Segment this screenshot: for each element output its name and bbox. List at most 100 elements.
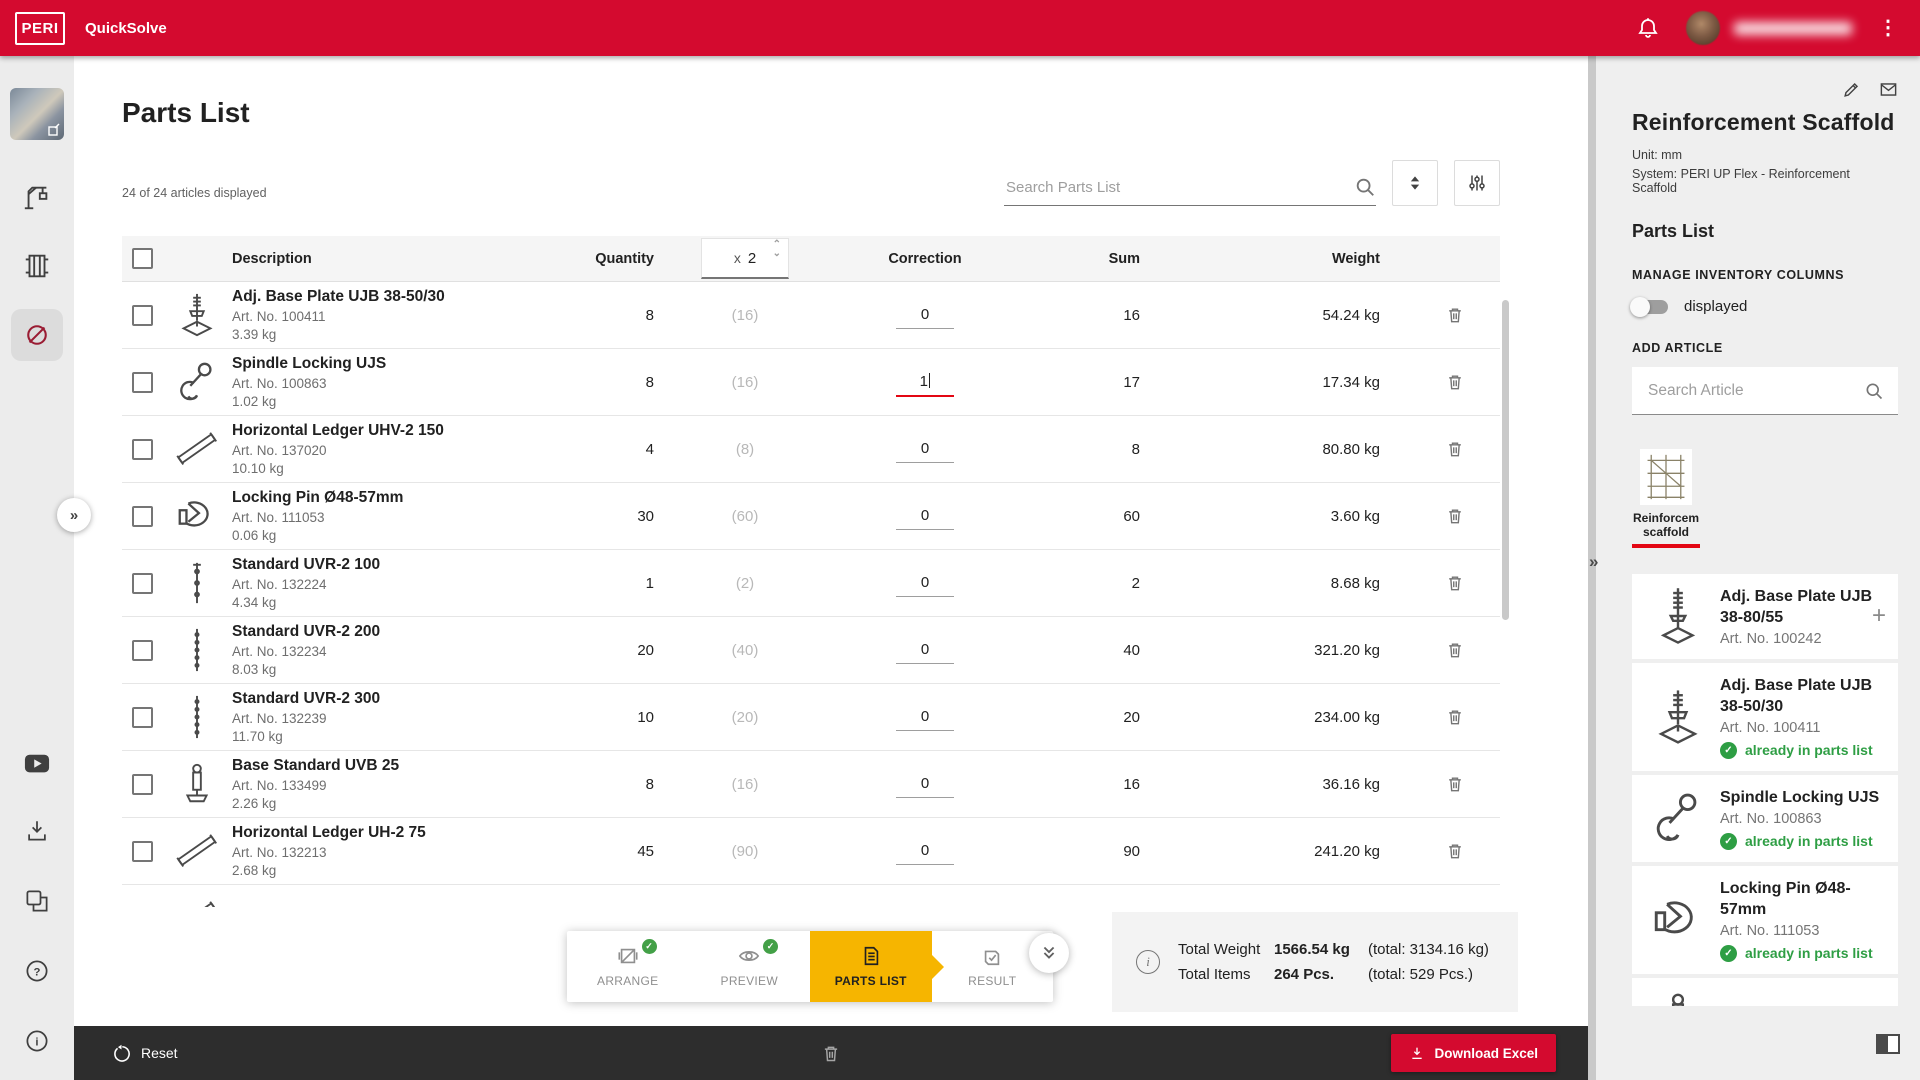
workflow-tab[interactable]: ✓ PREVIEW (689, 931, 811, 1002)
workflow-tab[interactable]: PARTS LIST (810, 931, 932, 1002)
row-checkbox[interactable] (131, 438, 153, 460)
part-image (162, 895, 232, 907)
project-thumbnail[interactable] (10, 88, 64, 140)
peri-logo[interactable]: PERI (15, 11, 65, 45)
app-header: PERI QuickSolve ⋮ (0, 0, 1920, 56)
displayed-toggle[interactable] (1630, 296, 1668, 317)
help-icon[interactable]: ? (0, 957, 74, 985)
article-card[interactable]: Locking Pin Ø48-57mm Art. No. 111053 ✓ a… (1632, 865, 1898, 974)
weight-value: 321.20 kg (1314, 641, 1380, 659)
delete-row-icon[interactable] (1410, 439, 1500, 459)
correction-input[interactable]: 0 (896, 502, 954, 530)
filter-button[interactable] (1454, 160, 1500, 206)
correction-input[interactable]: 0 (896, 569, 954, 597)
check-circle-icon: ✓ (1720, 944, 1737, 962)
correction-input[interactable]: 1 (896, 368, 954, 397)
row-checkbox[interactable] (131, 505, 153, 527)
correction-input[interactable]: 0 (896, 435, 954, 463)
envelope-icon[interactable] (1879, 80, 1898, 99)
collapse-tabs-button[interactable] (1029, 933, 1069, 973)
reset-button[interactable]: Reset (112, 1044, 178, 1063)
youtube-icon[interactable] (0, 751, 74, 777)
delete-row-icon[interactable] (1410, 305, 1500, 325)
row-checkbox[interactable] (131, 304, 153, 326)
notifications-bell-icon[interactable] (1636, 16, 1660, 40)
delete-row-icon[interactable] (1410, 640, 1500, 660)
header-actions: ⋮ (1636, 11, 1920, 45)
article-image (1636, 688, 1720, 746)
article-search-input[interactable] (1646, 380, 1864, 401)
reset-label: Reset (141, 1045, 178, 1061)
user-avatar[interactable] (1686, 11, 1720, 45)
delete-row-icon[interactable] (1410, 372, 1500, 392)
download-nav-icon[interactable] (0, 816, 74, 844)
info-icon[interactable]: i (0, 1027, 74, 1055)
scaffold-tool-selected[interactable] (11, 309, 63, 361)
correction-input[interactable]: 0 (896, 770, 954, 798)
formwork-nav-icon[interactable] (0, 251, 74, 281)
row-checkbox[interactable] (131, 773, 153, 795)
correction-input[interactable]: 0 (896, 837, 954, 865)
multiplied-quantity: (16) (731, 373, 759, 391)
panel-divider[interactable] (1588, 56, 1596, 1080)
delete-row-icon[interactable] (1410, 774, 1500, 794)
delete-row-icon[interactable] (1410, 506, 1500, 526)
delete-row-icon[interactable] (1410, 707, 1500, 727)
overflow-menu-icon[interactable]: ⋮ (1878, 17, 1898, 39)
part-unit-weight: 0.06 kg (232, 528, 277, 543)
article-card[interactable]: Top Standard UVH (1632, 977, 1898, 1006)
article-card[interactable]: Adj. Base Plate UJB 38-50/30 Art. No. 10… (1632, 662, 1898, 771)
stepper-up-icon[interactable]: ⌃ (772, 239, 781, 250)
correction-input[interactable]: 0 (896, 301, 954, 329)
search-icon[interactable] (1354, 176, 1376, 198)
article-card[interactable]: Spindle Locking UJS Art. No. 100863 ✓ al… (1632, 774, 1898, 862)
stepper-down-icon[interactable]: ⌄ (772, 248, 781, 259)
table-row: Standard UVR-2 300 Art. No. 132239 11.70… (122, 684, 1500, 751)
add-article-button[interactable]: + (1871, 602, 1886, 629)
feedback-icon[interactable] (0, 887, 74, 915)
row-checkbox[interactable] (131, 706, 153, 728)
parts-search-input[interactable] (1004, 177, 1354, 197)
col-description: Description (232, 250, 312, 267)
weight-value: 17.34 kg (1322, 373, 1380, 391)
row-checkbox[interactable] (131, 371, 153, 393)
workflow-tab[interactable]: RESULT (932, 931, 1054, 1002)
search-icon[interactable] (1864, 381, 1884, 401)
panel-collapse-icon[interactable]: » (1589, 552, 1599, 571)
scaffold-thumbnail-image (1640, 449, 1692, 505)
quantity-multiplier-stepper[interactable]: x 2 ⌃ ⌄ (701, 238, 789, 279)
sort-button[interactable] (1392, 160, 1438, 206)
article-card[interactable]: Adj. Base Plate UJB 38-80/55 Art. No. 10… (1632, 573, 1898, 659)
quantity-value: 30 (637, 507, 654, 525)
user-name-blurred (1734, 21, 1852, 35)
part-art-no: Art. No. 132239 (232, 711, 327, 726)
correction-input[interactable]: 0 (896, 703, 954, 731)
correction-input[interactable]: 0 (896, 636, 954, 664)
edit-icon[interactable] (1842, 80, 1861, 99)
correction-value: 0 (920, 708, 930, 725)
table-scrollbar[interactable] (1502, 300, 1509, 620)
part-art-no: Art. No. 132213 (232, 845, 327, 860)
row-checkbox[interactable] (131, 639, 153, 661)
correction-value: 0 (920, 507, 930, 524)
scaffold-blocked-icon (23, 321, 51, 349)
part-image (162, 761, 232, 807)
delete-all-icon[interactable] (821, 1043, 842, 1064)
sidebar-expand-button[interactable]: » (57, 498, 91, 532)
crane-nav-icon[interactable] (0, 182, 74, 212)
row-checkbox[interactable] (131, 572, 153, 594)
select-all-checkbox[interactable] (131, 248, 153, 269)
scaffold-filter-thumbnail[interactable]: Reinforcem scaffold (1632, 449, 1700, 548)
panel-layout-toggle-icon[interactable] (1876, 1034, 1900, 1054)
parts-table: Description Quantity x 2 ⌃ ⌄ Correction … (122, 236, 1500, 907)
row-checkbox[interactable] (131, 840, 153, 862)
multiplied-quantity: (16) (731, 306, 759, 324)
delete-row-icon[interactable] (1410, 573, 1500, 593)
sum-value: 16 (1123, 775, 1140, 793)
workflow-tab[interactable]: ✓ ARRANGE (567, 931, 689, 1002)
part-name: Horizontal Ledger UH-2 75 (232, 824, 426, 841)
download-excel-button[interactable]: Download Excel (1391, 1034, 1556, 1072)
correction-value: 0 (920, 842, 930, 859)
table-row: Base Standard UVB 25 Art. No. 133499 2.2… (122, 751, 1500, 818)
delete-row-icon[interactable] (1410, 841, 1500, 861)
